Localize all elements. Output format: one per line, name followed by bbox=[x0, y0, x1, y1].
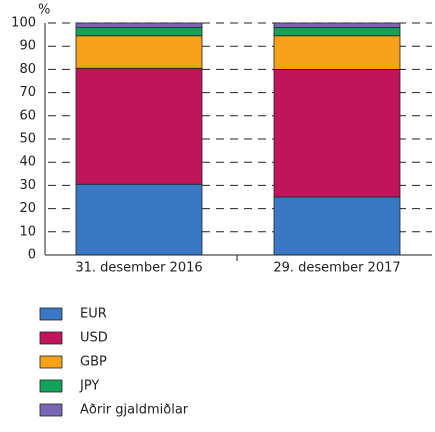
legend-label: JPY bbox=[79, 379, 99, 394]
bar-segment bbox=[75, 27, 203, 37]
y-axis-label: % bbox=[38, 3, 50, 18]
bar-segment bbox=[273, 196, 401, 256]
y-tick-label: 70 bbox=[19, 85, 36, 100]
y-tick-label: 100 bbox=[11, 16, 36, 31]
y-tick-label: 30 bbox=[19, 178, 36, 193]
x-tick-label: 29. desember 2017 bbox=[273, 261, 400, 276]
legend-swatch bbox=[39, 355, 63, 369]
y-tick-label: 50 bbox=[19, 132, 36, 147]
bar-segment bbox=[75, 183, 203, 256]
y-tick-label: 40 bbox=[19, 155, 36, 170]
legend-label: GBP bbox=[80, 355, 107, 370]
bar-segment bbox=[75, 35, 203, 69]
bar-segment bbox=[273, 22, 401, 29]
y-tick-label: 90 bbox=[19, 39, 36, 54]
bar-segment bbox=[75, 22, 203, 29]
y-tick-label: 80 bbox=[19, 62, 36, 77]
legend-swatch bbox=[39, 331, 63, 345]
legend-swatch bbox=[39, 379, 63, 393]
legend-swatch bbox=[39, 307, 63, 321]
bar-segment bbox=[75, 67, 203, 185]
legend-label: EUR bbox=[80, 307, 107, 322]
y-tick-label: 10 bbox=[19, 224, 36, 239]
bar-segment bbox=[273, 27, 401, 37]
legend-label: Aðrir gjaldmiðlar bbox=[80, 403, 189, 418]
bar-segment bbox=[273, 35, 401, 70]
legend-swatch bbox=[39, 403, 63, 417]
x-tick-label: 31. desember 2016 bbox=[75, 261, 202, 276]
bar-segment bbox=[273, 69, 401, 198]
y-tick-label: 20 bbox=[19, 201, 36, 216]
legend-label: USD bbox=[80, 331, 108, 346]
y-tick-label: 0 bbox=[28, 248, 36, 263]
y-tick-label: 60 bbox=[19, 108, 36, 123]
